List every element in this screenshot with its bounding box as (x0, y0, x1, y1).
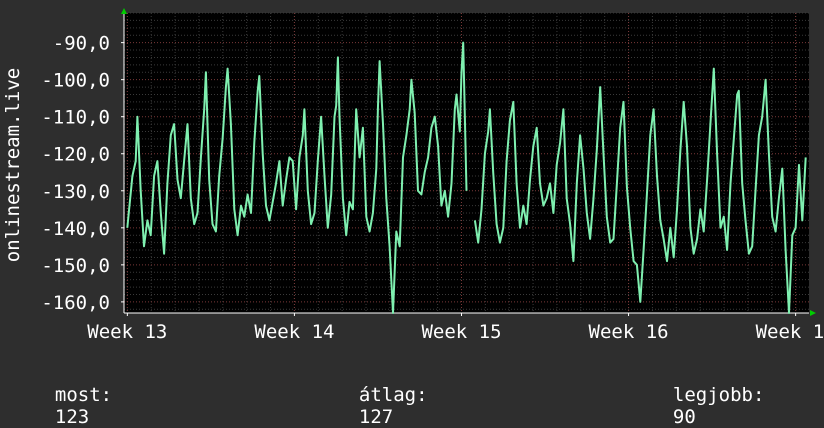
now-stat: most: 123 (32, 362, 112, 428)
x-tick-label: Week 17 (756, 321, 824, 343)
average-stat: átlag: 127 (336, 362, 428, 428)
series-line-1 (126, 41, 468, 314)
y-axis-title: onlinestream.live (2, 68, 24, 262)
average-value: 127 (358, 406, 394, 428)
y-tick-label: -120,0 (41, 144, 110, 166)
best-value: 90 (672, 406, 696, 428)
y-tick-label: -150,0 (41, 255, 110, 277)
x-tick-label: Week 15 (421, 321, 501, 343)
x-tick-labels: Week 13 Week 14 Week 15 Week 16 Week 17 (87, 313, 824, 343)
best-stat: legjobb: 90 (650, 362, 765, 428)
y-axis-arrow (121, 8, 127, 14)
series-line-2 (473, 67, 807, 314)
best-label: legjobb: (672, 384, 765, 406)
y-tick-label: -130,0 (41, 181, 110, 203)
y-tick-label: -140,0 (41, 218, 110, 240)
x-tick-label: Week 13 (87, 321, 167, 343)
now-value: 123 (54, 406, 90, 428)
axes (121, 8, 816, 316)
line-chart: -90,0 -100,0 -110,0 -120,0 -130,0 -140,0 -150,… (2, 8, 824, 343)
now-label: most: (54, 384, 113, 406)
y-tick-labels: -90,0 -100,0 -110,0 -120,0 -130,0 -140,0 -150,… (41, 33, 124, 314)
y-tick-label: -100,0 (41, 70, 110, 92)
x-axis-arrow (810, 310, 816, 316)
y-tick-label: -110,0 (41, 107, 110, 129)
x-tick-label: Week 16 (589, 321, 669, 343)
series-group (126, 41, 807, 314)
average-label: átlag: (358, 384, 428, 406)
x-tick-label: Week 14 (254, 321, 334, 343)
y-tick-label: -160,0 (41, 292, 110, 314)
y-tick-label: -90,0 (53, 33, 110, 55)
